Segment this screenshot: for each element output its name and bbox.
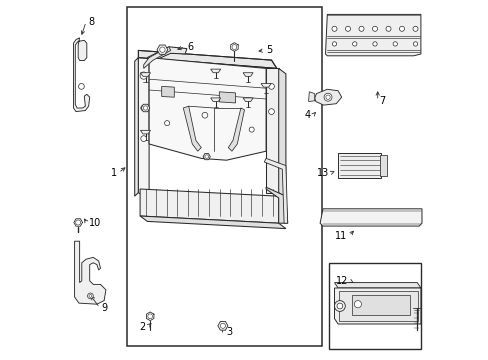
Circle shape [79, 84, 84, 89]
Circle shape [232, 45, 236, 49]
Circle shape [399, 26, 404, 31]
Circle shape [76, 220, 81, 225]
Circle shape [336, 303, 342, 309]
Polygon shape [243, 73, 253, 76]
Circle shape [89, 294, 92, 297]
Circle shape [268, 109, 274, 114]
Polygon shape [334, 283, 420, 288]
Circle shape [141, 105, 146, 111]
Circle shape [334, 301, 345, 311]
Bar [328, 263, 420, 349]
Circle shape [345, 26, 350, 31]
Polygon shape [140, 189, 278, 223]
Polygon shape [320, 209, 421, 226]
Text: 13: 13 [316, 168, 328, 178]
Circle shape [87, 293, 93, 299]
Polygon shape [134, 58, 138, 196]
Bar [379, 155, 386, 176]
Text: 1: 1 [110, 168, 117, 178]
Circle shape [372, 26, 377, 31]
Circle shape [358, 26, 363, 31]
Text: 3: 3 [226, 327, 232, 337]
Circle shape [220, 323, 225, 328]
Polygon shape [219, 92, 235, 103]
Text: 7: 7 [379, 96, 385, 106]
Polygon shape [140, 130, 150, 134]
Circle shape [164, 121, 169, 126]
Text: 6: 6 [186, 42, 193, 52]
Polygon shape [278, 68, 285, 198]
Circle shape [354, 301, 361, 308]
Polygon shape [203, 153, 210, 160]
Polygon shape [138, 50, 276, 68]
Text: 12: 12 [335, 276, 347, 286]
Polygon shape [157, 45, 167, 54]
Bar [338, 291, 417, 321]
Circle shape [160, 47, 165, 53]
Bar [337, 153, 381, 178]
Text: 11: 11 [334, 231, 346, 241]
Circle shape [385, 26, 390, 31]
Circle shape [325, 95, 329, 99]
Polygon shape [314, 89, 341, 105]
Polygon shape [210, 69, 220, 73]
Polygon shape [228, 108, 244, 151]
Circle shape [412, 42, 417, 46]
Polygon shape [261, 84, 270, 87]
Text: 5: 5 [265, 45, 272, 55]
Text: 10: 10 [89, 218, 101, 228]
Polygon shape [210, 98, 220, 102]
Polygon shape [143, 47, 170, 68]
Polygon shape [325, 14, 420, 56]
Polygon shape [218, 321, 227, 330]
Polygon shape [265, 68, 278, 193]
Text: 2: 2 [139, 322, 145, 332]
Circle shape [331, 26, 336, 31]
Circle shape [372, 42, 376, 46]
Circle shape [141, 136, 146, 141]
Polygon shape [352, 295, 409, 315]
Polygon shape [308, 92, 314, 102]
Polygon shape [75, 241, 106, 304]
Circle shape [412, 26, 417, 31]
Polygon shape [147, 47, 186, 63]
Circle shape [143, 106, 147, 110]
Polygon shape [141, 104, 149, 112]
Circle shape [352, 42, 356, 46]
Circle shape [392, 42, 397, 46]
Polygon shape [140, 73, 150, 76]
Polygon shape [264, 158, 287, 223]
Circle shape [268, 84, 274, 89]
Text: 9: 9 [102, 303, 107, 313]
Polygon shape [73, 38, 89, 112]
Polygon shape [149, 58, 265, 160]
Polygon shape [243, 98, 253, 102]
Polygon shape [162, 86, 174, 97]
Circle shape [147, 314, 152, 319]
Polygon shape [183, 106, 201, 151]
Polygon shape [334, 288, 420, 324]
Circle shape [324, 93, 331, 101]
Circle shape [249, 127, 254, 132]
Polygon shape [140, 216, 285, 229]
Circle shape [202, 112, 207, 118]
Text: 8: 8 [88, 17, 94, 27]
Text: 4: 4 [305, 110, 310, 120]
Circle shape [204, 155, 208, 158]
Polygon shape [138, 58, 149, 196]
Circle shape [140, 72, 147, 79]
Polygon shape [265, 187, 287, 223]
Bar [127, 7, 321, 346]
Circle shape [332, 42, 336, 46]
